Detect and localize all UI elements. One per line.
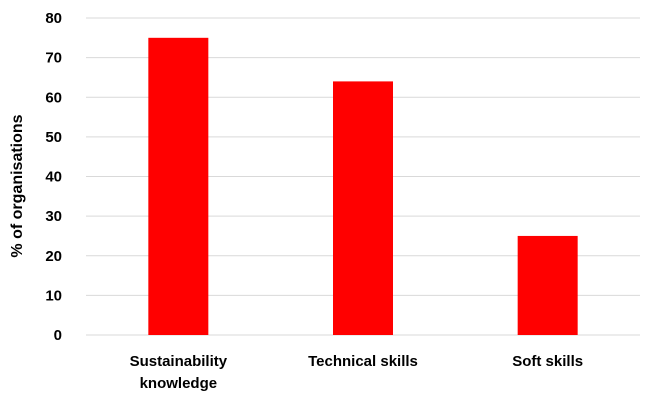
y-tick-label: 20 — [45, 248, 62, 265]
x-category-label: Soft skills — [512, 353, 583, 370]
bar — [148, 37, 209, 335]
bar — [333, 81, 393, 336]
y-axis-label: % of organisations — [9, 114, 26, 257]
bars — [148, 37, 578, 336]
y-tick-label: 10 — [45, 287, 62, 304]
y-tick-label: 70 — [45, 50, 62, 67]
x-category-label: Sustainability knowledge — [130, 353, 228, 392]
x-category-labels: Sustainability knowledge Technical skills S… — [130, 353, 584, 392]
x-category-label: Technical skills — [308, 353, 418, 370]
y-tick-label: 80 — [45, 10, 62, 27]
y-tick-label: 0 — [54, 327, 62, 344]
y-tick-label: 40 — [45, 169, 62, 186]
y-tick-label: 60 — [45, 89, 62, 106]
y-tick-label: 30 — [45, 208, 62, 225]
y-tick-labels: 0 10 20 30 40 50 60 70 80 — [45, 10, 62, 344]
bar — [517, 235, 578, 335]
y-tick-label: 50 — [45, 129, 62, 146]
